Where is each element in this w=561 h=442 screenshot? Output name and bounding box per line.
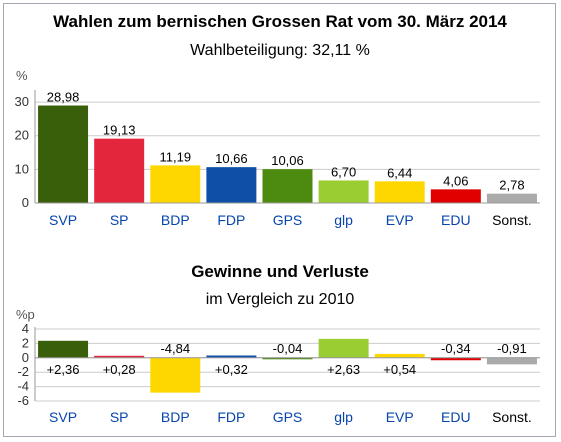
data-label: 19,13 — [103, 123, 136, 138]
bar-edu — [430, 189, 481, 203]
bar-gps — [262, 357, 313, 360]
y-tick-label: -6 — [17, 393, 29, 408]
data-label: +2,63 — [327, 362, 360, 377]
data-label: +2,36 — [47, 362, 80, 377]
category-label[interactable]: glp — [334, 409, 353, 425]
bar-glp — [318, 180, 369, 203]
data-label: +0,32 — [215, 362, 248, 377]
bar-sp — [94, 138, 145, 203]
data-label: 10,66 — [215, 151, 248, 166]
y-tick-label: 20 — [15, 128, 29, 143]
category-label[interactable]: BDP — [161, 212, 190, 228]
category-label[interactable]: FDP — [217, 409, 245, 425]
chart-title: Wahlen zum bernischen Grossen Rat vom 30… — [53, 12, 507, 31]
bar-svp — [38, 340, 89, 358]
data-label: 10,06 — [271, 153, 304, 168]
bar-bdp — [150, 357, 201, 393]
data-label: +0,28 — [103, 362, 136, 377]
bar-svp — [38, 105, 89, 203]
chart-subtitle-2: im Vergleich zu 2010 — [206, 291, 355, 308]
y-tick-label: 30 — [15, 94, 29, 109]
bar-evp — [374, 353, 425, 358]
chart-frame: Wahlen zum bernischen Grossen Rat vom 30… — [3, 3, 556, 437]
bar-sonst — [486, 357, 537, 365]
category-label[interactable]: EDU — [441, 409, 471, 425]
y-axis-unit: % — [16, 68, 28, 83]
election-chart: Wahlen zum bernischen Grossen Rat vom 30… — [15, 12, 540, 425]
data-label: -0,91 — [497, 341, 527, 356]
y-tick-label: 10 — [15, 161, 29, 176]
data-label: 2,78 — [499, 178, 524, 193]
data-label: +0,54 — [383, 362, 416, 377]
data-label: -0,04 — [273, 341, 303, 356]
bar-fdp — [206, 167, 257, 203]
category-label[interactable]: GPS — [273, 212, 303, 228]
y-tick-label: -4 — [17, 379, 29, 394]
category-label[interactable]: FDP — [217, 212, 245, 228]
category-label[interactable]: BDP — [161, 409, 190, 425]
data-label: 28,98 — [47, 90, 80, 105]
bar-gps — [262, 169, 313, 203]
bar-fdp — [206, 355, 257, 358]
data-label: 11,19 — [159, 149, 191, 164]
category-label[interactable]: GPS — [273, 409, 303, 425]
category-label[interactable]: SP — [110, 212, 129, 228]
category-label[interactable]: glp — [334, 212, 353, 228]
category-label[interactable]: EVP — [386, 409, 414, 425]
bar-evp — [374, 181, 425, 203]
category-label: Sonst. — [492, 409, 532, 425]
data-label: 6,70 — [331, 164, 356, 179]
y-tick-label: -2 — [17, 364, 29, 379]
vote-share-chart: Wahlen zum bernischen Grossen Rat vom 30… — [15, 12, 540, 228]
data-label: -0,34 — [441, 341, 471, 356]
data-label: 6,44 — [387, 165, 412, 180]
category-label: Sonst. — [492, 212, 532, 228]
data-label: 4,06 — [443, 173, 468, 188]
category-label[interactable]: EVP — [386, 212, 414, 228]
y-tick-label: 0 — [22, 195, 29, 210]
bar-sonst — [486, 193, 537, 203]
y-tick-label: 2 — [22, 335, 29, 350]
category-label[interactable]: SVP — [49, 409, 77, 425]
data-label: -4,84 — [160, 341, 190, 356]
y-axis-unit: %p — [16, 307, 35, 322]
y-tick-label: 4 — [22, 321, 29, 336]
gains-losses-chart: Gewinne und Verluste im Vergleich zu 201… — [16, 262, 540, 425]
category-label[interactable]: SVP — [49, 212, 77, 228]
chart-subtitle: Wahlbeteiligung: 32,11 % — [190, 42, 370, 59]
category-label[interactable]: EDU — [441, 212, 471, 228]
chart-title-2: Gewinne und Verluste — [191, 262, 369, 281]
bar-bdp — [150, 165, 201, 203]
bar-glp — [318, 338, 369, 358]
bar-edu — [430, 357, 481, 361]
bar-sp — [94, 355, 145, 358]
y-tick-label: 0 — [22, 350, 29, 365]
category-label[interactable]: SP — [110, 409, 129, 425]
